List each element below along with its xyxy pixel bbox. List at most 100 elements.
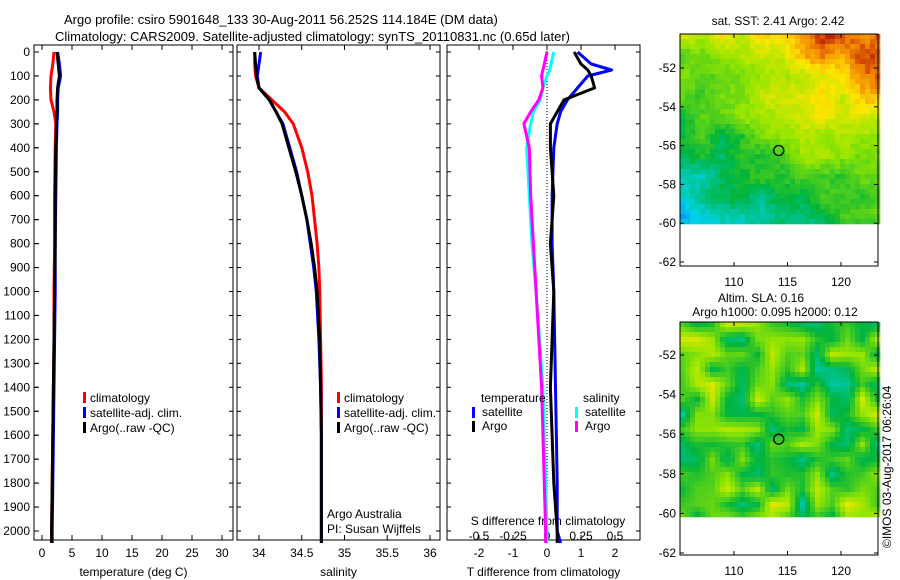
map-cell [830,352,836,358]
map-cell [775,214,781,220]
map-cell [740,437,746,443]
map-cell [795,502,801,508]
map-cell [845,327,851,333]
map-cell [765,382,771,388]
map-cell [740,477,746,483]
map-cell [705,352,711,358]
map-cell [800,89,806,95]
map-cell [820,327,826,333]
map-cell [725,427,731,433]
map-cell [855,169,861,175]
map-cell [840,59,846,65]
map-cell [710,214,716,220]
map-cell [770,482,776,488]
map-cell [750,129,756,135]
map-cell [695,382,701,388]
map-cell [805,447,811,453]
map-cell [870,164,876,170]
y-tick-label: -54 [659,388,677,402]
map-cell [750,139,756,145]
map-cell [850,487,856,493]
map-cell [810,39,816,45]
map-cell [700,412,706,418]
map-cell [745,219,751,225]
map-cell [740,447,746,453]
map-cell [855,352,861,358]
map-cell [745,84,751,90]
map-cell [770,184,776,190]
map-cell [725,417,731,423]
map-cell [740,39,746,45]
map-cell [755,332,761,338]
map-cell [765,34,771,40]
map-cell [815,154,821,160]
map-cell [835,184,841,190]
map-cell [855,477,861,483]
map-cell [860,149,866,155]
map-cell [815,392,821,398]
legend-label: satellite [482,405,523,419]
map-cell [710,492,716,498]
map-cell [840,94,846,100]
map-cell [685,154,691,160]
map-cell [695,412,701,418]
map-cell [775,367,781,373]
annotation-institution: Argo Australia [327,507,402,521]
map-cell [770,114,776,120]
map-cell [730,357,736,363]
map-cell [835,34,841,40]
map-cell [680,204,686,210]
map-cell [750,437,756,443]
map-cell [830,432,836,438]
map-cell [815,89,821,95]
map-cell [805,189,811,195]
map-cell [835,477,841,483]
map-cell [695,89,701,95]
map-cell [785,367,791,373]
map-cell [745,322,751,328]
map-cell [735,74,741,80]
legend-swatch [575,407,578,418]
map-cell [695,154,701,160]
map-cell [815,194,821,200]
map-cell [820,367,826,373]
map-cell [825,472,831,478]
map-cell [780,487,786,493]
map-cell [800,492,806,498]
map-cell [815,352,821,358]
map-cell [815,412,821,418]
map-cell [720,467,726,473]
map-cell [830,79,836,85]
map-cell [865,467,871,473]
map-cell [700,169,706,175]
map-cell [775,104,781,110]
map-cell [795,219,801,225]
map-cell [785,372,791,378]
map-cell [835,457,841,463]
map-cell [850,422,856,428]
map-cell [755,407,761,413]
map-cell [740,362,746,368]
map-cell [845,462,851,468]
map-cell [760,194,766,200]
map-cell [805,377,811,383]
map-cell [855,422,861,428]
map-cell [820,74,826,80]
map-cell [710,337,716,343]
map-cell [805,392,811,398]
map-cell [790,462,796,468]
map-cell [795,109,801,115]
map-cell [825,452,831,458]
map-cell [850,184,856,190]
map-cell [790,164,796,170]
map-cell [870,194,876,200]
map-cell [680,477,686,483]
map-cell [770,54,776,60]
map-cell [720,477,726,483]
map-cell [730,392,736,398]
map-cell [820,362,826,368]
map-cell [730,59,736,65]
map-cell [690,134,696,140]
map-cell [775,99,781,105]
map-cell [735,149,741,155]
